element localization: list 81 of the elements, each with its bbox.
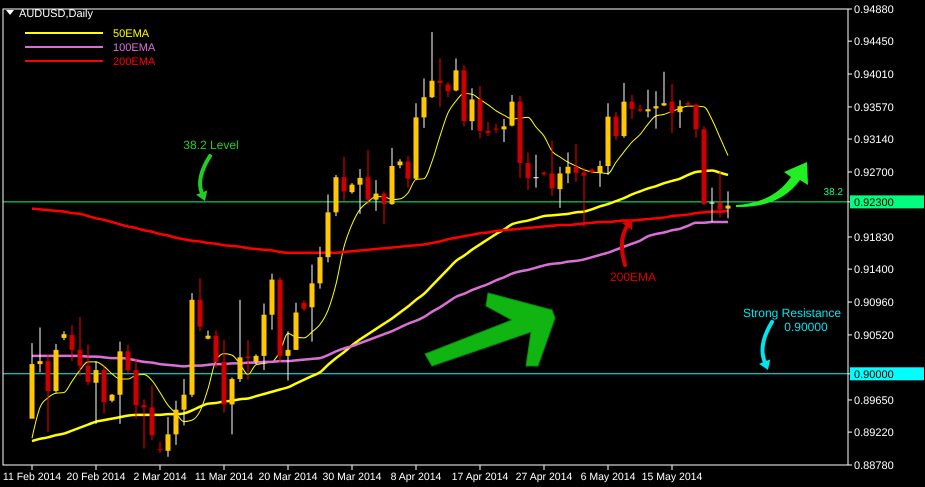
candlestick: [630, 94, 634, 120]
chart-title: AUDUSD,Daily: [19, 8, 94, 20]
candlestick: [574, 144, 578, 182]
y-tick-label: 0.93570: [854, 102, 894, 114]
candlestick: [646, 89, 650, 118]
x-tick-label: 27 Apr 2014: [516, 471, 572, 483]
annotation: 38.2 Level: [183, 138, 239, 152]
x-tick-label: 2 Mar 2014: [133, 471, 187, 483]
y-tick-label: 0.90960: [854, 297, 894, 310]
candlestick: [726, 190, 730, 219]
x-tick-label: 20 Feb 2014: [66, 471, 126, 483]
x-tick-label: 11 Mar 2014: [194, 471, 254, 483]
candlestick: [430, 32, 434, 98]
candlestick: [302, 300, 306, 312]
y-tick-label: 0.90000: [854, 368, 894, 381]
candlestick: [470, 88, 474, 131]
x-tick-label: 11 Feb 2014: [2, 471, 62, 483]
x-tick-label: 17 Apr 2014: [452, 471, 508, 483]
candlestick: [94, 360, 98, 424]
candlestick: [422, 78, 426, 128]
candlestick: [710, 187, 714, 223]
candlestick: [382, 190, 386, 225]
y-tick-label: 0.89220: [854, 427, 894, 440]
y-tick-label: 0.90520: [854, 330, 894, 342]
candlestick: [534, 154, 538, 188]
y-tick-label: 0.94450: [854, 36, 894, 48]
candlestick: [454, 58, 458, 92]
candlestick: [526, 152, 530, 190]
candlestick: [166, 416, 170, 458]
candlestick: [142, 398, 146, 450]
y-tick-label: 0.88780: [854, 460, 894, 472]
candlestick: [662, 71, 666, 107]
candlestick: [566, 152, 570, 184]
y-tick-label: 0.94010: [854, 69, 894, 82]
candlestick: [126, 344, 130, 376]
y-tick-label: 0.91400: [854, 264, 894, 276]
y-tick-label: 0.89650: [854, 394, 894, 407]
candlestick: [502, 118, 506, 143]
candlestick: [182, 378, 186, 426]
candlestick: [598, 160, 602, 188]
candlestick: [86, 344, 90, 386]
candlestick: [78, 316, 82, 377]
y-tick-label: 0.92700: [854, 166, 894, 179]
x-tick-label: 30 Mar 2014: [322, 471, 382, 483]
text: 100EMA: [113, 42, 156, 54]
y-tick-label: 0.91830: [854, 232, 894, 244]
candlestick: [310, 264, 314, 342]
candlestick: [70, 324, 74, 362]
candlestick: [286, 330, 290, 382]
candlestick: [246, 340, 250, 380]
candlestick: [670, 83, 674, 134]
x-tick-label: 8 Apr 2014: [390, 471, 442, 483]
candlestick: [446, 82, 450, 98]
x-tick-label: 6 May 2014: [580, 471, 636, 483]
candlestick: [366, 150, 370, 206]
y-tick-label: 0.92300: [854, 196, 894, 209]
candlestick: [342, 156, 346, 202]
x-tick-label: 15 May 2014: [642, 471, 703, 483]
x-tick-label: 20 Mar 2014: [258, 471, 318, 483]
annotation: 200EMA: [610, 270, 656, 284]
candlestick: [358, 168, 362, 214]
candlestick: [510, 94, 514, 127]
candlestick: [406, 156, 410, 188]
text: 38.2: [824, 187, 844, 198]
line-series: [32, 92, 728, 439]
candlestick: [614, 112, 618, 140]
candlestick: [158, 441, 162, 454]
candlestick: [654, 90, 658, 130]
candlestick: [558, 166, 562, 208]
candlestick: [254, 354, 258, 365]
candlestick: [550, 140, 554, 196]
candlestick: [350, 182, 354, 194]
text: 50EMA: [113, 28, 150, 40]
text: 200EMA: [113, 56, 156, 68]
candlestick: [374, 180, 378, 212]
candlestick: [678, 100, 682, 128]
text: Strong Resistance 0.90000: [742, 306, 842, 334]
y-tick-label: 0.94880: [854, 4, 894, 16]
candlestick: [38, 326, 42, 373]
y-tick-label: 0.93140: [854, 134, 894, 146]
candlestick: [238, 299, 242, 383]
